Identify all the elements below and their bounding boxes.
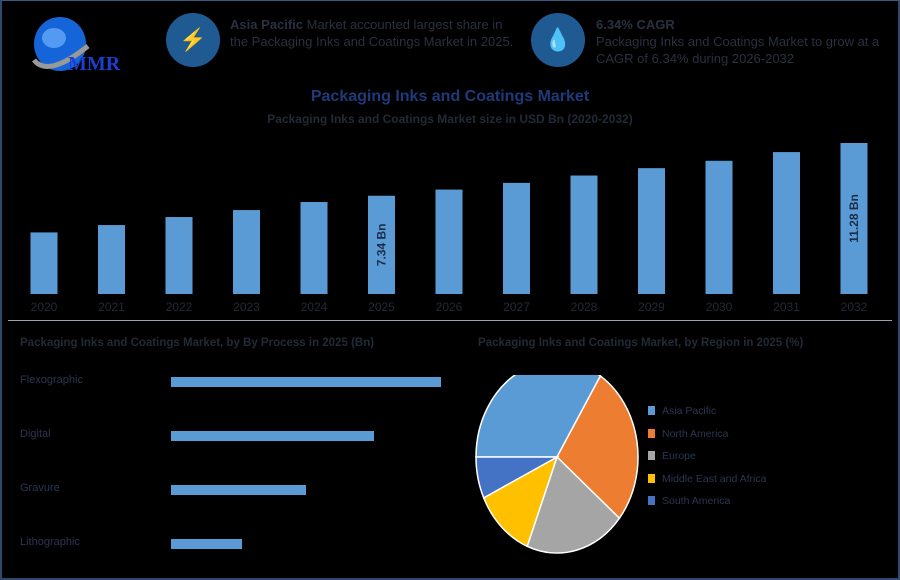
legend-swatch [648,428,655,438]
legend-label: North America [662,427,729,440]
x-tick-label: 2029 [638,300,665,314]
svg-text:MMR: MMR [68,53,121,75]
region-pie-chart [475,375,639,554]
legend-label: Asia Pacific [662,405,717,417]
pie-slice [475,375,602,458]
x-tick-label: 2023 [233,300,260,314]
bar-2025 [368,195,395,294]
x-tick-label: 2028 [571,300,598,314]
x-tick-label: 2031 [773,300,800,314]
mmr-logo: MMR [28,16,138,76]
x-tick-label: 2026 [436,300,463,314]
legend-item: South America [648,495,730,507]
x-tick-label: 2025 [368,300,395,314]
legend-item: North America [648,428,729,440]
process-bar [171,377,441,387]
drop-hand-icon: 💧 [531,13,585,67]
bar-2024 [300,202,328,294]
legend-swatch [648,406,655,415]
market-size-bar-chart: 2020 2021 2022 2023 2024 2025 7.34 Bn 2026 2027 2… [30,143,868,314]
pie-slice [556,375,639,520]
legend-swatch [648,496,655,505]
process-chart-title: Packaging Inks and Coatings Market, by B… [20,337,375,349]
region-chart-title: Packaging Inks and Coatings Market, by R… [478,337,804,349]
process-label: Lithographic [20,536,80,548]
process-bar [171,539,243,549]
x-tick-label: 2020 [31,300,58,314]
bar-2026 [435,189,463,294]
bar-2028 [570,175,598,294]
legend-item: Asia Pacific [648,405,716,417]
pie-slice [475,456,560,499]
data-label: 11.28 Bn [847,194,861,243]
x-tick-label: 2021 [98,300,125,314]
x-tick-label: 2024 [301,300,328,314]
legend-label: Middle East and Africa [662,472,767,485]
bar-2032 [840,143,868,294]
process-label: Digital [20,428,51,440]
chart-title: Packaging Inks and Coatings Market [310,88,590,105]
bar-2027 [503,182,530,294]
legend-item: Middle East and Africa [648,473,766,485]
bar-2021 [98,225,125,294]
highlight-2: 6.34% CAGR Packaging Inks and Coatings Ma… [596,17,880,66]
x-tick-label: 2030 [706,300,733,314]
pie-slice [526,455,621,554]
legend-label: Europe [662,450,696,462]
legend-swatch [648,473,655,483]
divider [8,320,892,321]
lightning-icon: ⚡ [166,13,220,67]
process-bar [171,485,306,495]
process-label: Gravure [20,482,60,494]
legend-label: South America [662,495,731,507]
process-label: Flexographic [20,374,83,386]
x-tick-label: 2032 [841,300,868,314]
chart-subtitle: Packaging Inks and Coatings Market size … [267,112,633,126]
bar-2030 [705,160,733,294]
x-tick-label: 2027 [503,300,530,314]
legend-swatch [648,451,655,460]
highlight-1: Asia Pacific Market accounted largest sh… [230,17,514,49]
bar-2020 [30,232,58,294]
pie-slice [482,455,559,548]
bar-2029 [638,168,665,294]
process-bar [171,431,374,441]
bar-2022 [165,217,193,294]
legend-item: Europe [648,450,696,462]
x-tick-label: 2022 [166,300,193,314]
bar-2031 [773,152,800,294]
bar-2023 [233,210,260,294]
data-label: 7.34 Bn [375,224,389,267]
